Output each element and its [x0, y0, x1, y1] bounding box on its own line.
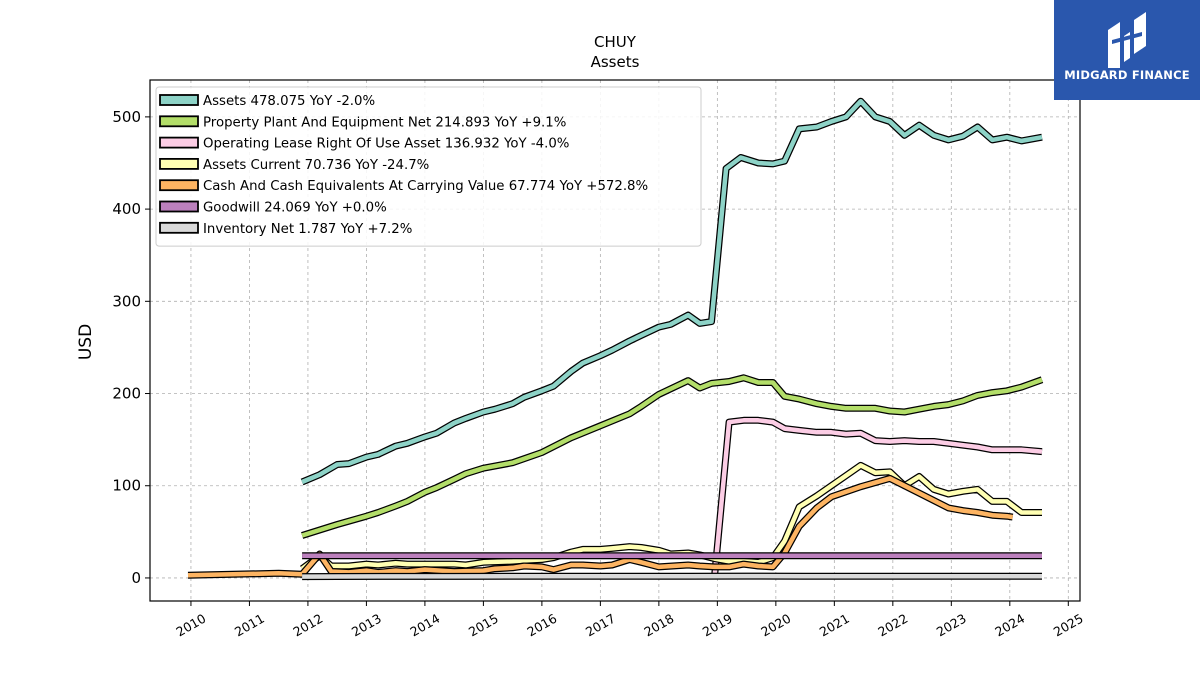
legend-item: Goodwill 24.069 YoY +0.0%	[159, 200, 387, 216]
series-inventory-net	[302, 572, 1042, 581]
plot-frame	[149, 79, 1081, 602]
legend-swatch	[159, 157, 199, 170]
legend-item: Cash And Cash Equivalents At Carrying Va…	[159, 179, 648, 194]
x-tick-label: 2010	[173, 611, 208, 640]
y-axis-label: USD	[76, 324, 96, 360]
x-tick-label: 2018	[641, 611, 676, 640]
series-line	[301, 375, 1043, 538]
midgard-finance-logo: MIDGARD FINANCE	[1054, 0, 1200, 100]
y-tick-label: 200	[112, 385, 141, 403]
legend-swatch	[159, 94, 199, 106]
series-line	[302, 573, 1042, 579]
legend: Assets 478.075 YoY -2.0% Property Plant A…	[155, 86, 702, 247]
y-tick-label: 400	[112, 200, 141, 218]
x-tick-label: 2017	[583, 611, 618, 640]
legend-item: Operating Lease Right Of Use Asset 136.9…	[159, 136, 569, 152]
x-tick-label: 2019	[700, 611, 735, 640]
x-tick-label: 2012	[290, 611, 325, 640]
legend-item: Property Plant And Equipment Net 214.893…	[159, 115, 566, 130]
chart-title: CHUY	[594, 33, 637, 51]
chart-subtitle: Assets	[591, 53, 640, 71]
y-tick-label: 100	[112, 477, 141, 495]
x-tick-label: 2023	[934, 611, 969, 640]
legend-item: Assets 478.075 YoY -2.0%	[159, 94, 375, 109]
series-lines	[187, 97, 1044, 581]
series-cash-and-cash-equivalents-at-carrying-value	[187, 474, 1014, 579]
x-tick-label: 2025	[1051, 611, 1086, 640]
legend-swatch	[159, 200, 199, 213]
x-tick-label: 2024	[992, 611, 1027, 640]
legend-label: Inventory Net 1.787 YoY +7.2%	[203, 222, 412, 237]
series-property-plant-and-equipment-net	[301, 374, 1044, 539]
legend-item: Inventory Net 1.787 YoY +7.2%	[159, 221, 412, 237]
legend-label: Assets 478.075 YoY -2.0%	[203, 94, 375, 109]
series-operating-lease-right-of-use-asset	[710, 416, 1043, 579]
legend-label: Property Plant And Equipment Net 214.893…	[203, 115, 566, 130]
logo-text: MIDGARD FINANCE	[1064, 68, 1190, 82]
y-tick-label: 500	[112, 108, 141, 126]
x-tick-label: 2011	[232, 611, 267, 640]
x-tick-label: 2021	[817, 611, 852, 640]
series-line	[712, 418, 1043, 579]
y-tick-label: 300	[112, 292, 141, 310]
y-tick-label: 0	[131, 569, 141, 587]
legend-swatch	[159, 115, 199, 128]
legend-swatch	[159, 221, 199, 234]
legend-label: Cash And Cash Equivalents At Carrying Va…	[203, 179, 648, 194]
x-tick-label: 2014	[407, 611, 442, 640]
legend-label: Operating Lease Right Of Use Asset 136.9…	[203, 137, 569, 152]
legend-box	[155, 86, 702, 247]
x-tick-label: 2013	[349, 611, 384, 640]
series-line	[187, 476, 1014, 578]
series-assets	[300, 97, 1043, 486]
x-tick-label: 2015	[466, 611, 501, 640]
legend-swatch	[159, 179, 199, 192]
legend-swatch	[159, 136, 199, 149]
x-tick-label: 2022	[875, 611, 910, 640]
legend-label: Assets Current 70.736 YoY -24.7%	[203, 158, 429, 173]
series-line	[301, 98, 1043, 485]
x-tick-label: 2016	[524, 611, 559, 640]
logo-mark-icon	[1108, 12, 1146, 68]
series-outline	[301, 374, 1044, 539]
x-tick-label: 2020	[758, 611, 793, 640]
legend-item: Assets Current 70.736 YoY -24.7%	[159, 157, 429, 173]
legend-label: Goodwill 24.069 YoY +0.0%	[203, 201, 387, 216]
